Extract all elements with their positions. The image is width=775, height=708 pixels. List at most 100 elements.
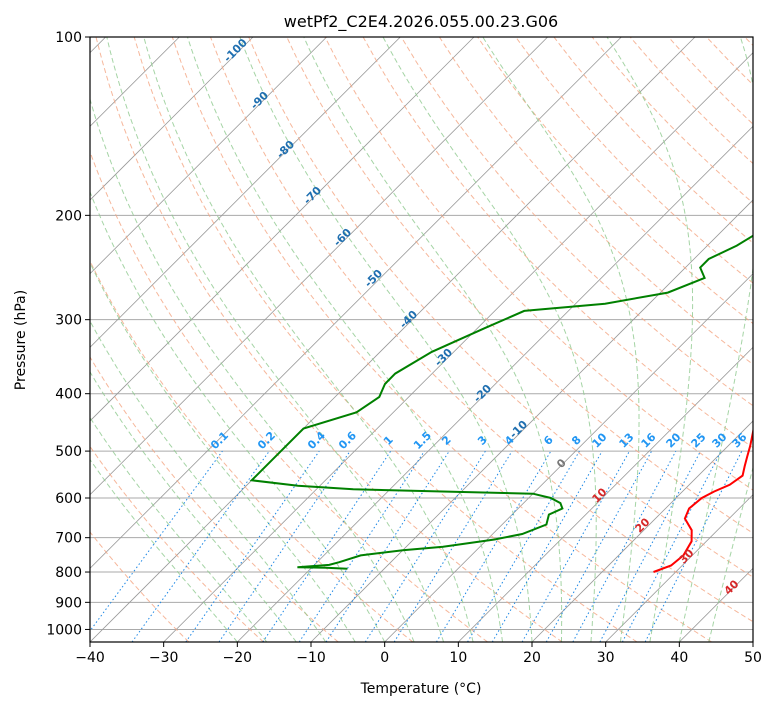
isotherm [90,37,622,569]
x-tick-label: 30 [597,650,615,666]
moist-adiabat [90,320,327,642]
moist-adiabat [303,37,563,642]
isotherm [90,37,401,348]
x-tick-label: −30 [149,650,179,666]
mixing-ratio-line [90,450,223,632]
isotherm [90,37,548,496]
mixing-ratio-label: 16 [639,430,659,450]
dry-adiabat [90,445,264,642]
y-tick-label: 300 [55,313,82,329]
isotherm [163,52,753,642]
y-axis: 100 200 300 400 500 600 700 800 900 1000 [46,30,90,638]
x-tick-label: 20 [523,650,541,666]
mixing-ratio-label: 2 [439,433,454,448]
moist-adiabat-label: 40 [722,577,742,597]
x-tick-label: 50 [744,650,762,666]
mixing-ratio-label: 25 [689,431,709,451]
isotherm [384,273,753,642]
moist-adiabat [606,37,694,642]
dry-adiabat-label: -20 [471,382,494,405]
mixing-ratio-line [298,450,425,642]
dry-adiabat [706,37,753,86]
y-tick-label: 900 [55,595,82,611]
y-tick-label: 1000 [46,622,82,638]
mixing-ratio-line [545,450,653,642]
dry-adiabat [438,37,753,366]
dry-adiabat-label: -40 [397,308,420,331]
y-tick-label: 200 [55,208,82,224]
dry-adiabat [400,37,753,407]
moist-adiabat [90,97,415,642]
dry-adiabat [324,37,753,491]
moist-adiabat-label: 20 [633,515,653,535]
dry-adiabat [90,259,414,642]
mixing-ratio-line [599,450,701,642]
x-tick-label: 10 [449,650,467,666]
profiles [249,234,753,573]
isotherm [90,37,696,642]
mixing-ratio-line [435,450,552,642]
dry-adiabat [90,150,488,642]
mixing-ratio-line [262,450,392,642]
mixing-ratio-line [218,450,351,642]
isotherm [605,494,753,642]
isotherm [90,37,327,275]
mixing-ratio-label: 8 [569,433,584,448]
mixing-ratio-line [131,450,270,642]
dry-adiabat [133,37,638,642]
dry-adiabat-label: -90 [248,89,271,112]
mixing-ratio-line [644,450,743,642]
background-lines [90,37,753,642]
temperature-line [653,427,753,573]
x-tick-label: 0 [380,650,389,666]
dewpoint-line [249,234,753,570]
moist-adiabat-label: 30 [677,546,697,566]
plot-frame [89,36,754,643]
moist-adiabat-label: 0 [554,456,569,471]
isotherm [679,567,753,642]
moist-adiabat [678,37,753,642]
isotherm [752,641,753,642]
dry-adiabat-label: -80 [274,138,297,161]
dry-adiabat-label: -50 [362,267,385,290]
moist-adiabat [90,458,238,642]
x-axis: −40 −30 −20 −10 0 10 20 30 40 50 [75,642,762,666]
mixing-ratio-line [572,450,677,642]
dry-adiabat-label: -70 [301,184,324,207]
dry-adiabat [90,356,339,642]
y-tick-label: 600 [55,491,82,507]
moist-adiabat [90,261,356,642]
dry-adiabat-label: -100 [221,36,250,65]
moist-adiabat [239,37,533,642]
mixing-ratio-label: 0.6 [336,429,359,452]
mixing-ratio-label: 13 [617,431,637,451]
isotherm [237,125,753,642]
dry-adiabat [210,37,753,623]
dry-adiabat [515,37,753,284]
dry-adiabat-label: -60 [331,226,354,249]
y-tick-label: 100 [55,30,82,46]
moist-adiabat [90,416,268,642]
dry-adiabat [95,37,563,642]
isotherm [458,346,753,642]
moist-adiabat-label: 10 [590,485,610,505]
dry-adiabat [362,37,753,449]
dry-adiabat [248,37,753,578]
mixing-ratio-line [364,450,486,642]
moist-adiabat [90,190,386,642]
x-tick-label: 40 [670,650,688,666]
dry-adiabat [171,37,712,642]
dry-adiabat [90,531,190,642]
dry-adiabat [744,37,753,47]
moist-adiabat [187,37,503,642]
x-tick-label: −10 [296,650,326,666]
mixing-ratio-line [185,450,320,642]
mixing-ratio-line [393,450,513,642]
moist-adiabat [708,465,753,642]
chart-title: wetPf2_C2E4.2026.055.00.23.G06 [284,12,558,32]
line-labels: -100-90-80-70-60-50-40-30-20-10010203040… [208,36,750,598]
mixing-ratio-line [325,450,450,642]
y-tick-label: 500 [55,444,82,460]
mixing-ratio-line [467,450,580,642]
mixing-ratio-label: 1 [381,433,396,448]
